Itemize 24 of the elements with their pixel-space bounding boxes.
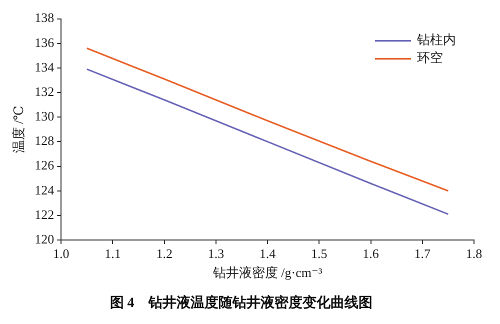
y-tick-label: 130	[34, 108, 54, 124]
x-tick-label: 1.6	[362, 246, 380, 262]
x-tick-label: 1.5	[311, 246, 328, 262]
y-tick-label: 122	[34, 206, 54, 222]
y-tick-label: 126	[34, 158, 55, 173]
legend-label: 环空	[417, 50, 443, 66]
y-axis-title: 温度 /℃	[11, 106, 26, 154]
y-tick-label: 138	[34, 10, 54, 26]
y-tick-label: 124	[34, 182, 55, 198]
x-tick-label: 1.4	[259, 246, 276, 262]
x-tick-label: 1.3	[208, 246, 224, 262]
y-tick-label: 134	[34, 59, 55, 74]
x-tick-label: 1.2	[156, 246, 172, 262]
y-tick-label: 132	[34, 84, 54, 99]
text: 图 4 钻井液温度随钻井液密度变化曲线图	[110, 294, 372, 312]
y-tick-label: 136	[34, 34, 55, 50]
y-tick-label: 120	[34, 231, 54, 246]
y-tick-label: 128	[34, 133, 54, 148]
x-axis-title: 钻井液密度 /g·cm⁻³	[212, 264, 322, 280]
x-tick-label: 1.1	[104, 246, 121, 262]
x-tick-label: 1.8	[466, 246, 482, 262]
legend-label: 钻柱内	[416, 32, 456, 48]
x-tick-label: 1.0	[52, 246, 70, 262]
x-tick-label: 1.7	[414, 246, 432, 262]
